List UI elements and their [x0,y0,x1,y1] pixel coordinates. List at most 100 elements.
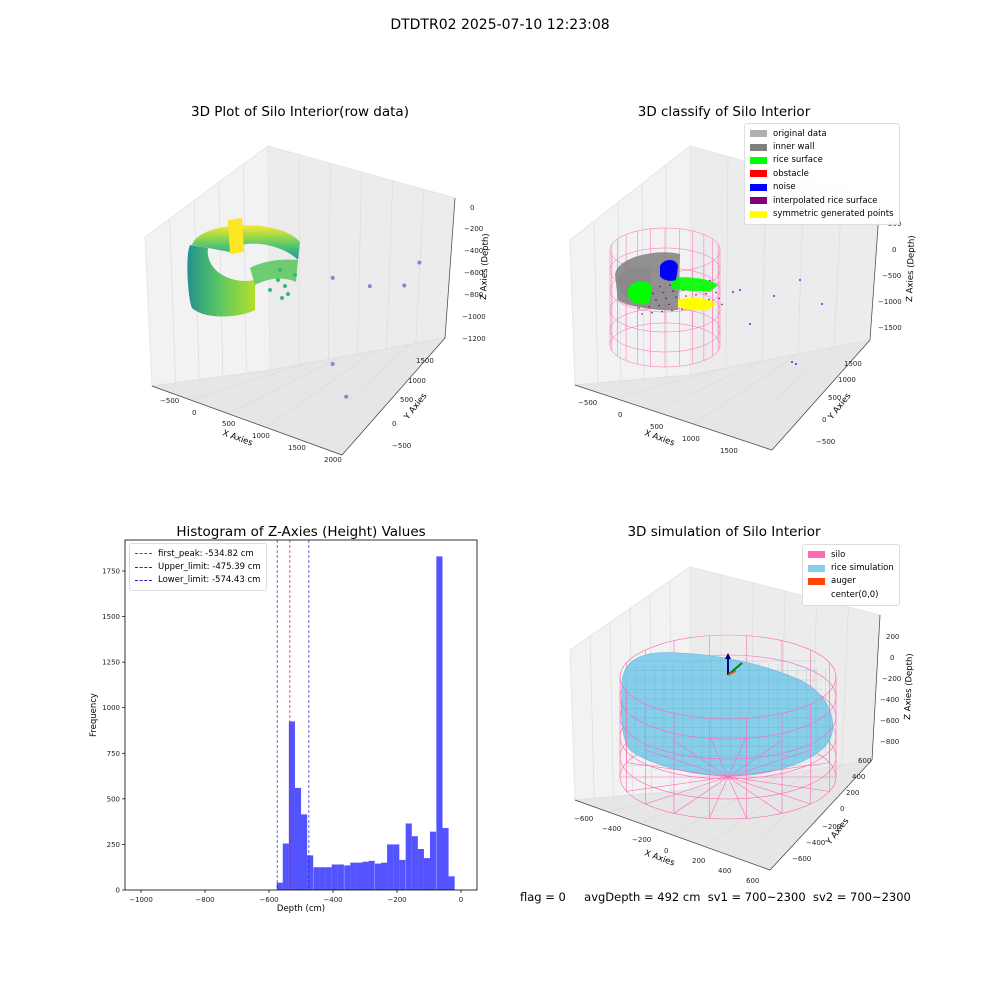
data-point [655,298,657,301]
histogram-bar [381,862,388,890]
svg-text:500: 500 [400,396,413,404]
svg-text:1500: 1500 [288,444,306,452]
y-tick-label: 1000 [102,704,120,712]
svg-text:0: 0 [892,246,896,254]
y-tick-label: 1250 [102,659,120,667]
data-point [749,323,751,325]
data-point [268,288,272,292]
svg-text:500: 500 [650,423,663,431]
histogram-bar [423,858,431,890]
svg-text:0: 0 [192,409,196,417]
histogram-bar [399,859,406,890]
legend-item: Upper_limit: -475.39 cm [135,560,261,573]
data-point [668,303,670,306]
z-axis-label: Z Axies (Depth) [479,233,491,300]
data-point [402,283,407,288]
legend-item: auger [808,575,894,588]
x-axis-label: Depth (cm) [277,904,325,914]
data-point [276,278,280,282]
legend-item: rice surface [750,154,894,167]
data-point [791,361,793,363]
data-point [795,363,797,365]
data-point [652,292,654,295]
svg-text:0: 0 [822,416,826,424]
threshold-lines [276,540,310,890]
figure-title: DTDTR02 2025-07-10 12:23:08 [390,17,610,33]
data-point [739,289,741,291]
avg-depth-text: avgDepth = 492 cm [584,890,701,904]
histogram-bar [417,848,424,890]
svg-text:600: 600 [858,757,871,765]
histogram-bar [436,556,443,890]
sv2-text: sv2 = 700~2300 [812,890,911,904]
svg-text:200: 200 [692,857,705,865]
svg-text:1500: 1500 [416,357,434,365]
svg-text:400: 400 [852,773,865,781]
svg-text:1500: 1500 [844,360,862,368]
panel3-title: Histogram of Z-Axies (Height) Values [176,524,426,540]
svg-text:−600: −600 [574,815,593,823]
classify-legend: original data inner wall rice surface ob… [744,123,900,225]
svg-text:−400: −400 [464,247,483,255]
data-point [773,295,775,297]
legend-item: noise [750,181,894,194]
svg-text:1000: 1000 [252,432,270,440]
svg-text:0: 0 [470,204,474,212]
histogram-bar [368,860,375,890]
x-tick-label: −1000 [129,896,153,904]
rice-surface-points [628,281,652,305]
sv1-text: sv1 = 700~2300 [707,890,806,904]
svg-text:−500: −500 [392,442,411,450]
y-tick-label: 0 [116,887,120,895]
svg-text:1000: 1000 [838,376,856,384]
data-point [641,313,643,315]
svg-text:500: 500 [222,420,235,428]
svg-text:−500: −500 [816,438,835,446]
x-ticks: −500 0 500 1000 1500 2000 [160,397,342,464]
x-tick-label: −600 [259,896,278,904]
svg-text:−500: −500 [882,272,901,280]
auger-marker [727,670,737,676]
svg-text:2000: 2000 [324,456,342,464]
histogram-bar [429,831,437,890]
histogram-bar [325,867,332,890]
svg-text:200: 200 [886,633,899,641]
legend-item: original data [750,127,894,140]
simulation-legend: silo rice simulation auger center(0,0) [802,544,900,606]
panel2-title: 3D classify of Silo Interior [637,104,811,120]
panel1-title: 3D Plot of Silo Interior(row data) [191,104,409,120]
data-point [732,291,734,293]
data-point [648,306,650,308]
data-point [799,279,801,281]
svg-text:500: 500 [828,394,841,402]
svg-text:−1000: −1000 [878,298,902,306]
svg-text:600: 600 [746,877,759,885]
symmetric-points [678,297,716,311]
svg-text:Z Axies (Depth): Z Axies (Depth) [903,653,915,720]
histogram-bar [344,865,351,890]
x-tick-label: −400 [323,896,342,904]
legend-item: inner wall [750,140,894,153]
rice-peak [228,218,244,254]
histogram-bar [294,787,302,890]
svg-text:−600: −600 [792,855,811,863]
svg-text:Y Axies: Y Axies [824,816,852,848]
silo-wireframe [619,676,837,820]
svg-text:0: 0 [392,420,396,428]
wall-top [192,225,300,260]
data-point [715,291,717,294]
data-point [658,304,660,307]
svg-text:−1200: −1200 [462,335,486,343]
data-point [662,291,664,294]
histogram-bar [448,876,455,890]
svg-text:X Axies: X Axies [643,428,676,448]
outlier-points [268,260,422,399]
data-point [695,294,697,296]
histogram-bar [411,836,418,890]
data-point [718,297,720,300]
histogram-legend: first_peak: -534.82 cm Upper_limit: -475… [129,543,267,592]
data-point [286,292,290,296]
legend-item: silo [808,548,894,561]
panel4-title: 3D simulation of Silo Interior [627,524,821,540]
histogram-bar [276,882,283,890]
